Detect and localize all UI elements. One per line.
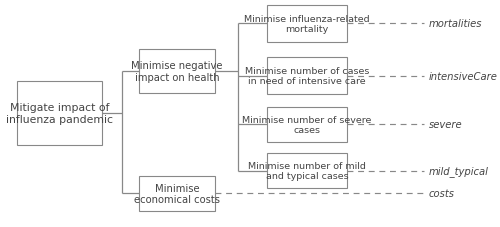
FancyBboxPatch shape (267, 107, 347, 142)
FancyBboxPatch shape (267, 6, 347, 43)
Text: Minimise influenza-related
mortality: Minimise influenza-related mortality (244, 15, 370, 34)
Text: severe: severe (429, 120, 462, 130)
Text: Mitigate impact of
influenza pandemic: Mitigate impact of influenza pandemic (6, 103, 113, 124)
Text: Minimise negative
impact on health: Minimise negative impact on health (131, 61, 222, 82)
Text: Minimise
economical costs: Minimise economical costs (134, 183, 220, 204)
FancyBboxPatch shape (17, 82, 102, 145)
Text: intensiveCare: intensiveCare (429, 71, 498, 81)
FancyBboxPatch shape (267, 58, 347, 95)
Text: costs: costs (429, 189, 455, 199)
FancyBboxPatch shape (267, 153, 347, 188)
Text: mild_typical: mild_typical (429, 166, 488, 176)
Text: Minimise number of mild
and typical cases: Minimise number of mild and typical case… (248, 161, 366, 181)
Text: mortalities: mortalities (429, 19, 482, 29)
FancyBboxPatch shape (139, 176, 215, 211)
FancyBboxPatch shape (139, 50, 215, 94)
Text: Minimise number of severe
cases: Minimise number of severe cases (242, 115, 372, 134)
Text: Minimise number of cases
in need of intensive care: Minimise number of cases in need of inte… (245, 67, 370, 86)
